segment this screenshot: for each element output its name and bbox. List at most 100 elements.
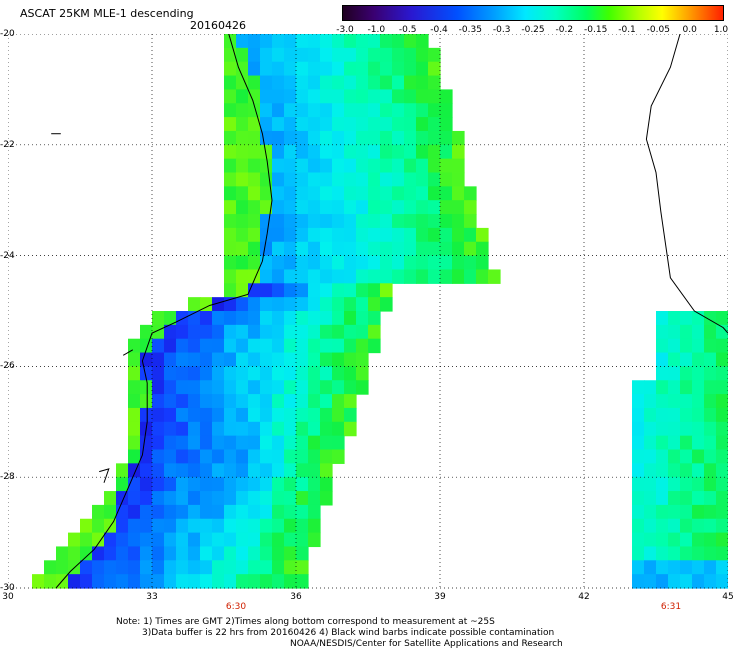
data-cell [668, 352, 681, 367]
data-cell [380, 130, 393, 146]
data-cell [332, 241, 345, 257]
data-cell [152, 366, 165, 381]
data-cell [296, 186, 309, 201]
data-cell [248, 34, 261, 49]
data-cell [128, 463, 141, 478]
data-cell [644, 380, 657, 395]
data-cell [140, 504, 153, 520]
data-cell [224, 311, 237, 326]
data-cell [428, 227, 441, 243]
data-cell [332, 407, 345, 423]
data-cell [92, 574, 105, 589]
colorbar-tick-label: -0.5 [398, 25, 417, 35]
data-cell [260, 477, 273, 492]
data-cell [404, 103, 417, 118]
data-cell [632, 532, 645, 548]
data-cell [272, 269, 285, 284]
data-cell [644, 435, 657, 451]
data-cell [140, 546, 153, 561]
data-cell [380, 103, 393, 118]
data-cell [140, 380, 153, 395]
data-cell [152, 407, 165, 423]
data-cell [248, 172, 261, 187]
colorbar-tick-label: -3.0 [336, 25, 354, 35]
data-cell [296, 449, 309, 464]
data-cell [428, 186, 441, 201]
data-cell [308, 172, 321, 187]
data-cell [152, 574, 165, 589]
data-cell [236, 89, 249, 104]
data-cell [632, 574, 645, 589]
data-cell [248, 214, 261, 229]
data-cell [308, 518, 321, 534]
data-cell [704, 449, 717, 464]
data-cell [164, 394, 177, 409]
data-cell [272, 560, 285, 575]
data-cell [668, 311, 681, 326]
data-cell [332, 75, 345, 90]
data-cell [356, 338, 369, 354]
note-line-3: NOAA/NESDIS/Center for Satellite Applica… [290, 639, 563, 649]
data-cell [272, 214, 285, 229]
data-cell [248, 407, 261, 423]
data-cell [188, 546, 201, 561]
data-cell [308, 283, 321, 298]
madagascar-coastline [645, 34, 728, 334]
data-cell [380, 241, 393, 257]
data-cell [320, 47, 333, 63]
data-cell [236, 47, 249, 63]
data-cell [248, 200, 261, 215]
data-cell [248, 311, 261, 326]
data-cell [668, 546, 681, 561]
data-cell [272, 463, 285, 478]
data-cell [176, 477, 189, 492]
data-cell [224, 117, 237, 132]
data-cell [428, 269, 441, 284]
data-cell [668, 518, 681, 534]
data-cell [200, 421, 213, 437]
data-cell [248, 574, 261, 589]
data-cell [260, 338, 273, 354]
longitude-label: 30 [2, 592, 14, 602]
data-cell [308, 394, 321, 409]
data-cell [140, 394, 153, 409]
data-cell [272, 283, 285, 298]
data-cell [368, 172, 381, 187]
colorbar-tick-label: 1.0 [713, 25, 729, 35]
data-cell [272, 144, 285, 160]
data-cell [392, 103, 405, 118]
data-cell [248, 47, 261, 63]
data-cell [704, 435, 717, 451]
data-cell [656, 338, 669, 354]
data-cell [344, 255, 357, 271]
data-cell [440, 158, 453, 174]
data-cell [296, 574, 309, 589]
data-cell [716, 532, 728, 548]
data-cell [152, 504, 165, 520]
data-cell [236, 297, 249, 312]
data-cell [224, 172, 237, 187]
data-cell [296, 324, 309, 340]
data-cell [284, 200, 297, 215]
data-cell [284, 352, 297, 367]
data-cell [164, 546, 177, 561]
data-cell [716, 546, 728, 561]
longitude-label: 33 [146, 592, 158, 602]
data-cell [284, 172, 297, 187]
colorbar-tick-label: 0.0 [682, 25, 697, 35]
data-cell [440, 214, 453, 229]
data-cell [680, 435, 693, 451]
data-cell [380, 158, 393, 174]
data-cell [344, 47, 357, 63]
data-cell [416, 144, 429, 160]
data-cell [464, 241, 477, 257]
data-cell [260, 421, 273, 437]
data-cell [260, 103, 273, 118]
data-cell [164, 491, 177, 506]
data-cell [464, 255, 477, 271]
data-cell [308, 491, 321, 506]
data-cell [356, 130, 369, 146]
data-cell [272, 75, 285, 90]
data-cell [704, 546, 717, 561]
data-cell [164, 352, 177, 367]
